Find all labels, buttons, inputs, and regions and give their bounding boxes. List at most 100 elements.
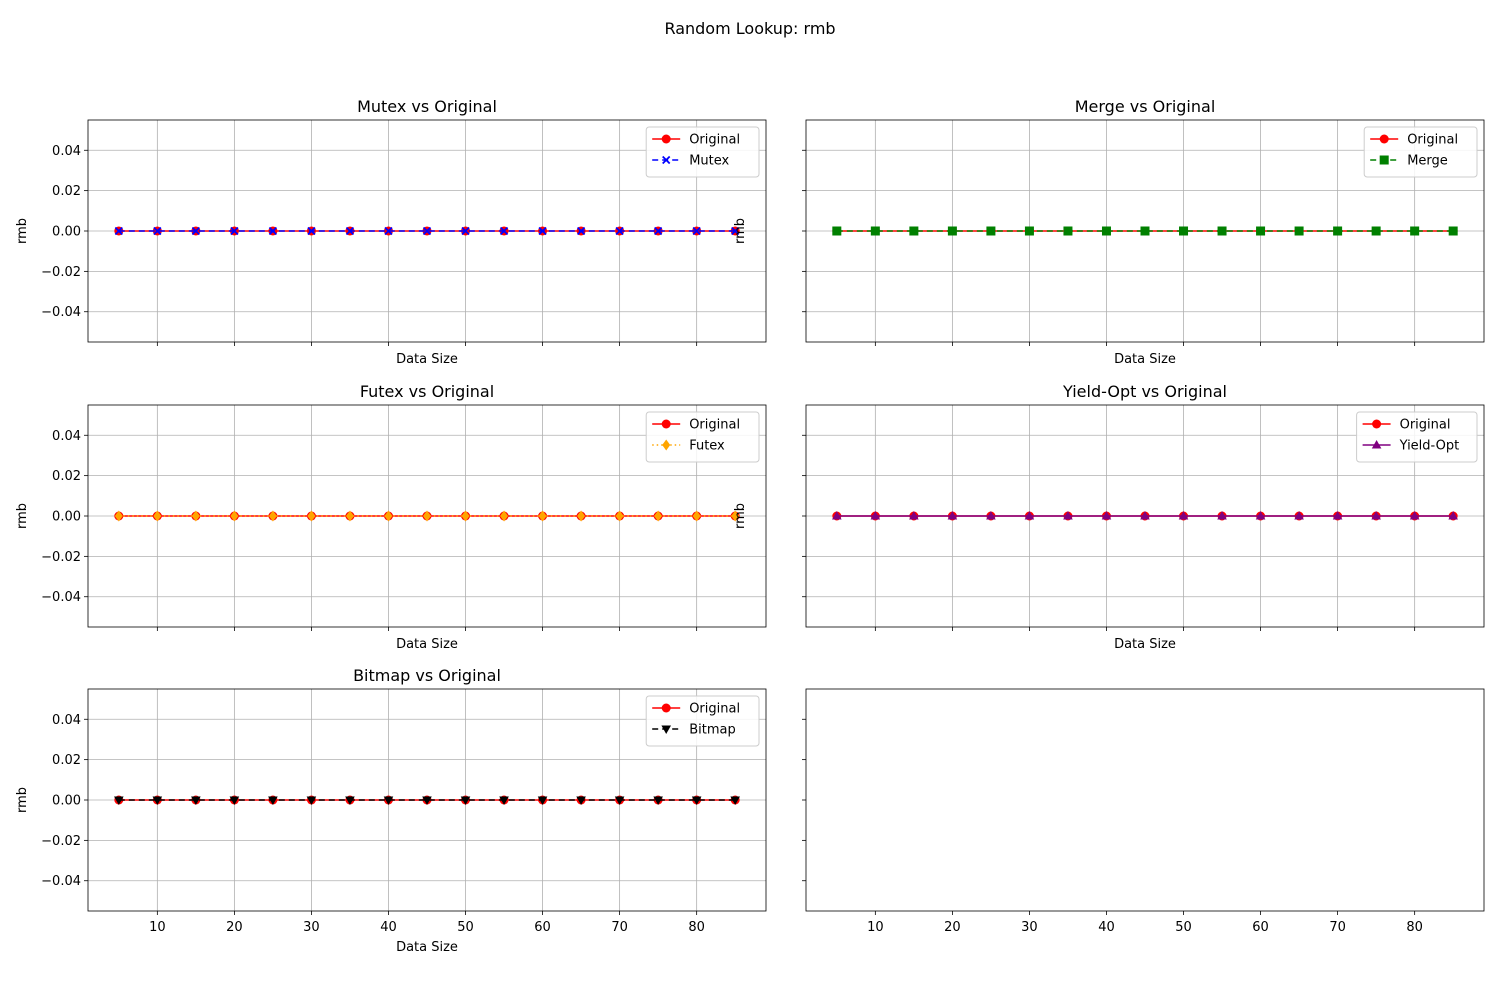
subplot-5: 10 20 30 40 50 60 70 80 −0.04 −0.02 0.00 0.02 0.04 Bi… (15, 666, 767, 955)
legend-entry: Futex (689, 439, 725, 454)
data-point-mutex (268, 226, 278, 236)
data-point-bitmap (345, 796, 355, 805)
y-tick-label: 0.02 (52, 753, 81, 768)
data-point-yield-opt (1024, 511, 1035, 520)
data-point-yield-opt (1140, 511, 1150, 520)
legend-entry: Original (689, 418, 740, 433)
data-point-futex (692, 510, 701, 522)
data-point-merge (1333, 226, 1343, 236)
legend-entry: Merge (1407, 154, 1448, 169)
data-point-merge (947, 226, 957, 236)
subplot-6: 10 20 30 40 50 60 70 80 (802, 688, 1485, 935)
data-point-mutex (692, 226, 701, 236)
legend-entry: Original (1400, 418, 1451, 433)
data-point-bitmap (576, 796, 586, 805)
y-tick-label: 0.04 (52, 713, 81, 728)
subplot-2: Merge vs Original Data Size rmb Original Mer… (733, 97, 1485, 367)
data-point-yield-opt (1409, 511, 1420, 520)
data-point-futex (384, 510, 393, 522)
data-point-yield-opt (1294, 511, 1304, 520)
data-point-yield-opt (1217, 511, 1227, 520)
legend-marker (661, 703, 671, 713)
legend-marker (1379, 134, 1389, 144)
data-point-mutex (191, 226, 201, 236)
legend-marker (1371, 440, 1382, 449)
x-tick-label: 10 (149, 920, 166, 935)
data-point-yield-opt (1063, 511, 1073, 520)
data-point-merge (1179, 226, 1189, 236)
legend-marker (662, 439, 671, 451)
legend: Original Futex (645, 411, 760, 463)
data-point-merge (832, 226, 842, 236)
x-tick-label: 80 (1406, 920, 1423, 935)
subplot-title: Merge vs Original (1075, 97, 1216, 116)
data-point-mutex (114, 226, 123, 236)
data-point-merge (1256, 226, 1266, 236)
data-point-mutex (731, 226, 740, 236)
data-point-yield-opt (986, 511, 996, 520)
x-tick-label: 40 (380, 920, 397, 935)
y-tick-label: 0.02 (52, 469, 81, 484)
data-point-mutex (461, 226, 470, 236)
data-point-merge (1371, 226, 1381, 236)
data-point-yield-opt (870, 511, 881, 520)
data-point-bitmap (460, 796, 471, 805)
legend-entry: Mutex (689, 154, 729, 169)
data-point-yield-opt (1255, 511, 1266, 520)
data-point-futex (461, 510, 470, 522)
data-point-futex (307, 510, 316, 522)
y-tick-label: −0.02 (41, 550, 81, 565)
data-point-bitmap (730, 796, 740, 805)
y-tick-label: −0.04 (41, 590, 81, 605)
data-point-mutex (615, 226, 624, 236)
x-axis-label: Data Size (1114, 637, 1176, 652)
subplot-4: Yield-Opt vs Original Data Size rmb Origina… (733, 382, 1485, 652)
x-axis-label: Data Size (396, 352, 458, 367)
x-tick-label: 50 (457, 920, 474, 935)
data-point-mutex (345, 226, 355, 236)
x-tick-label: 50 (1175, 920, 1192, 935)
legend-entry: Yield-Opt (1399, 439, 1460, 454)
y-tick-label: 0.00 (52, 510, 81, 525)
x-tick-label: 60 (534, 920, 551, 935)
legend-entry: Bitmap (689, 723, 736, 738)
legend-marker (1372, 419, 1382, 429)
data-point-merge (1448, 226, 1458, 236)
subplot-title: Yield-Opt vs Original (1062, 382, 1227, 401)
data-point-futex (615, 510, 624, 522)
data-point-futex (423, 510, 431, 522)
data-point-mutex (230, 226, 239, 236)
legend-marker (662, 155, 671, 165)
data-point-yield-opt (1178, 511, 1189, 520)
data-point-bitmap (614, 796, 625, 805)
data-point-mutex (153, 226, 162, 236)
data-point-futex (577, 510, 586, 522)
data-point-futex (153, 510, 162, 522)
x-tick-label: 70 (1329, 920, 1346, 935)
data-point-merge (1101, 226, 1111, 236)
subplot-3: −0.04 −0.02 0.00 0.02 0.04 Futex vs Original D… (15, 382, 767, 652)
y-tick-label: 0.04 (52, 144, 81, 159)
data-point-bitmap (268, 796, 278, 805)
legend-entry: Original (1407, 133, 1458, 148)
data-point-mutex (307, 226, 316, 236)
y-tick-label: 0.00 (52, 794, 81, 809)
y-tick-label: 0.04 (52, 429, 81, 444)
data-point-futex (538, 510, 547, 522)
y-axis-label: rmb (15, 787, 30, 813)
x-tick-label: 30 (303, 920, 320, 935)
data-point-bitmap (537, 796, 548, 805)
subplot-title: Mutex vs Original (357, 97, 497, 116)
x-tick-label: 80 (688, 920, 705, 935)
data-point-bitmap (229, 796, 240, 805)
figure-title: Random Lookup: rmb (664, 19, 835, 38)
y-tick-label: 0.00 (52, 225, 81, 240)
legend: Original Merge (1363, 126, 1478, 178)
data-point-futex (191, 510, 200, 522)
legend: Original Yield-Opt (1356, 411, 1478, 463)
y-axis-label: rmb (15, 503, 30, 529)
data-point-futex (268, 510, 277, 522)
data-point-futex (654, 510, 663, 522)
data-point-futex (114, 510, 123, 522)
